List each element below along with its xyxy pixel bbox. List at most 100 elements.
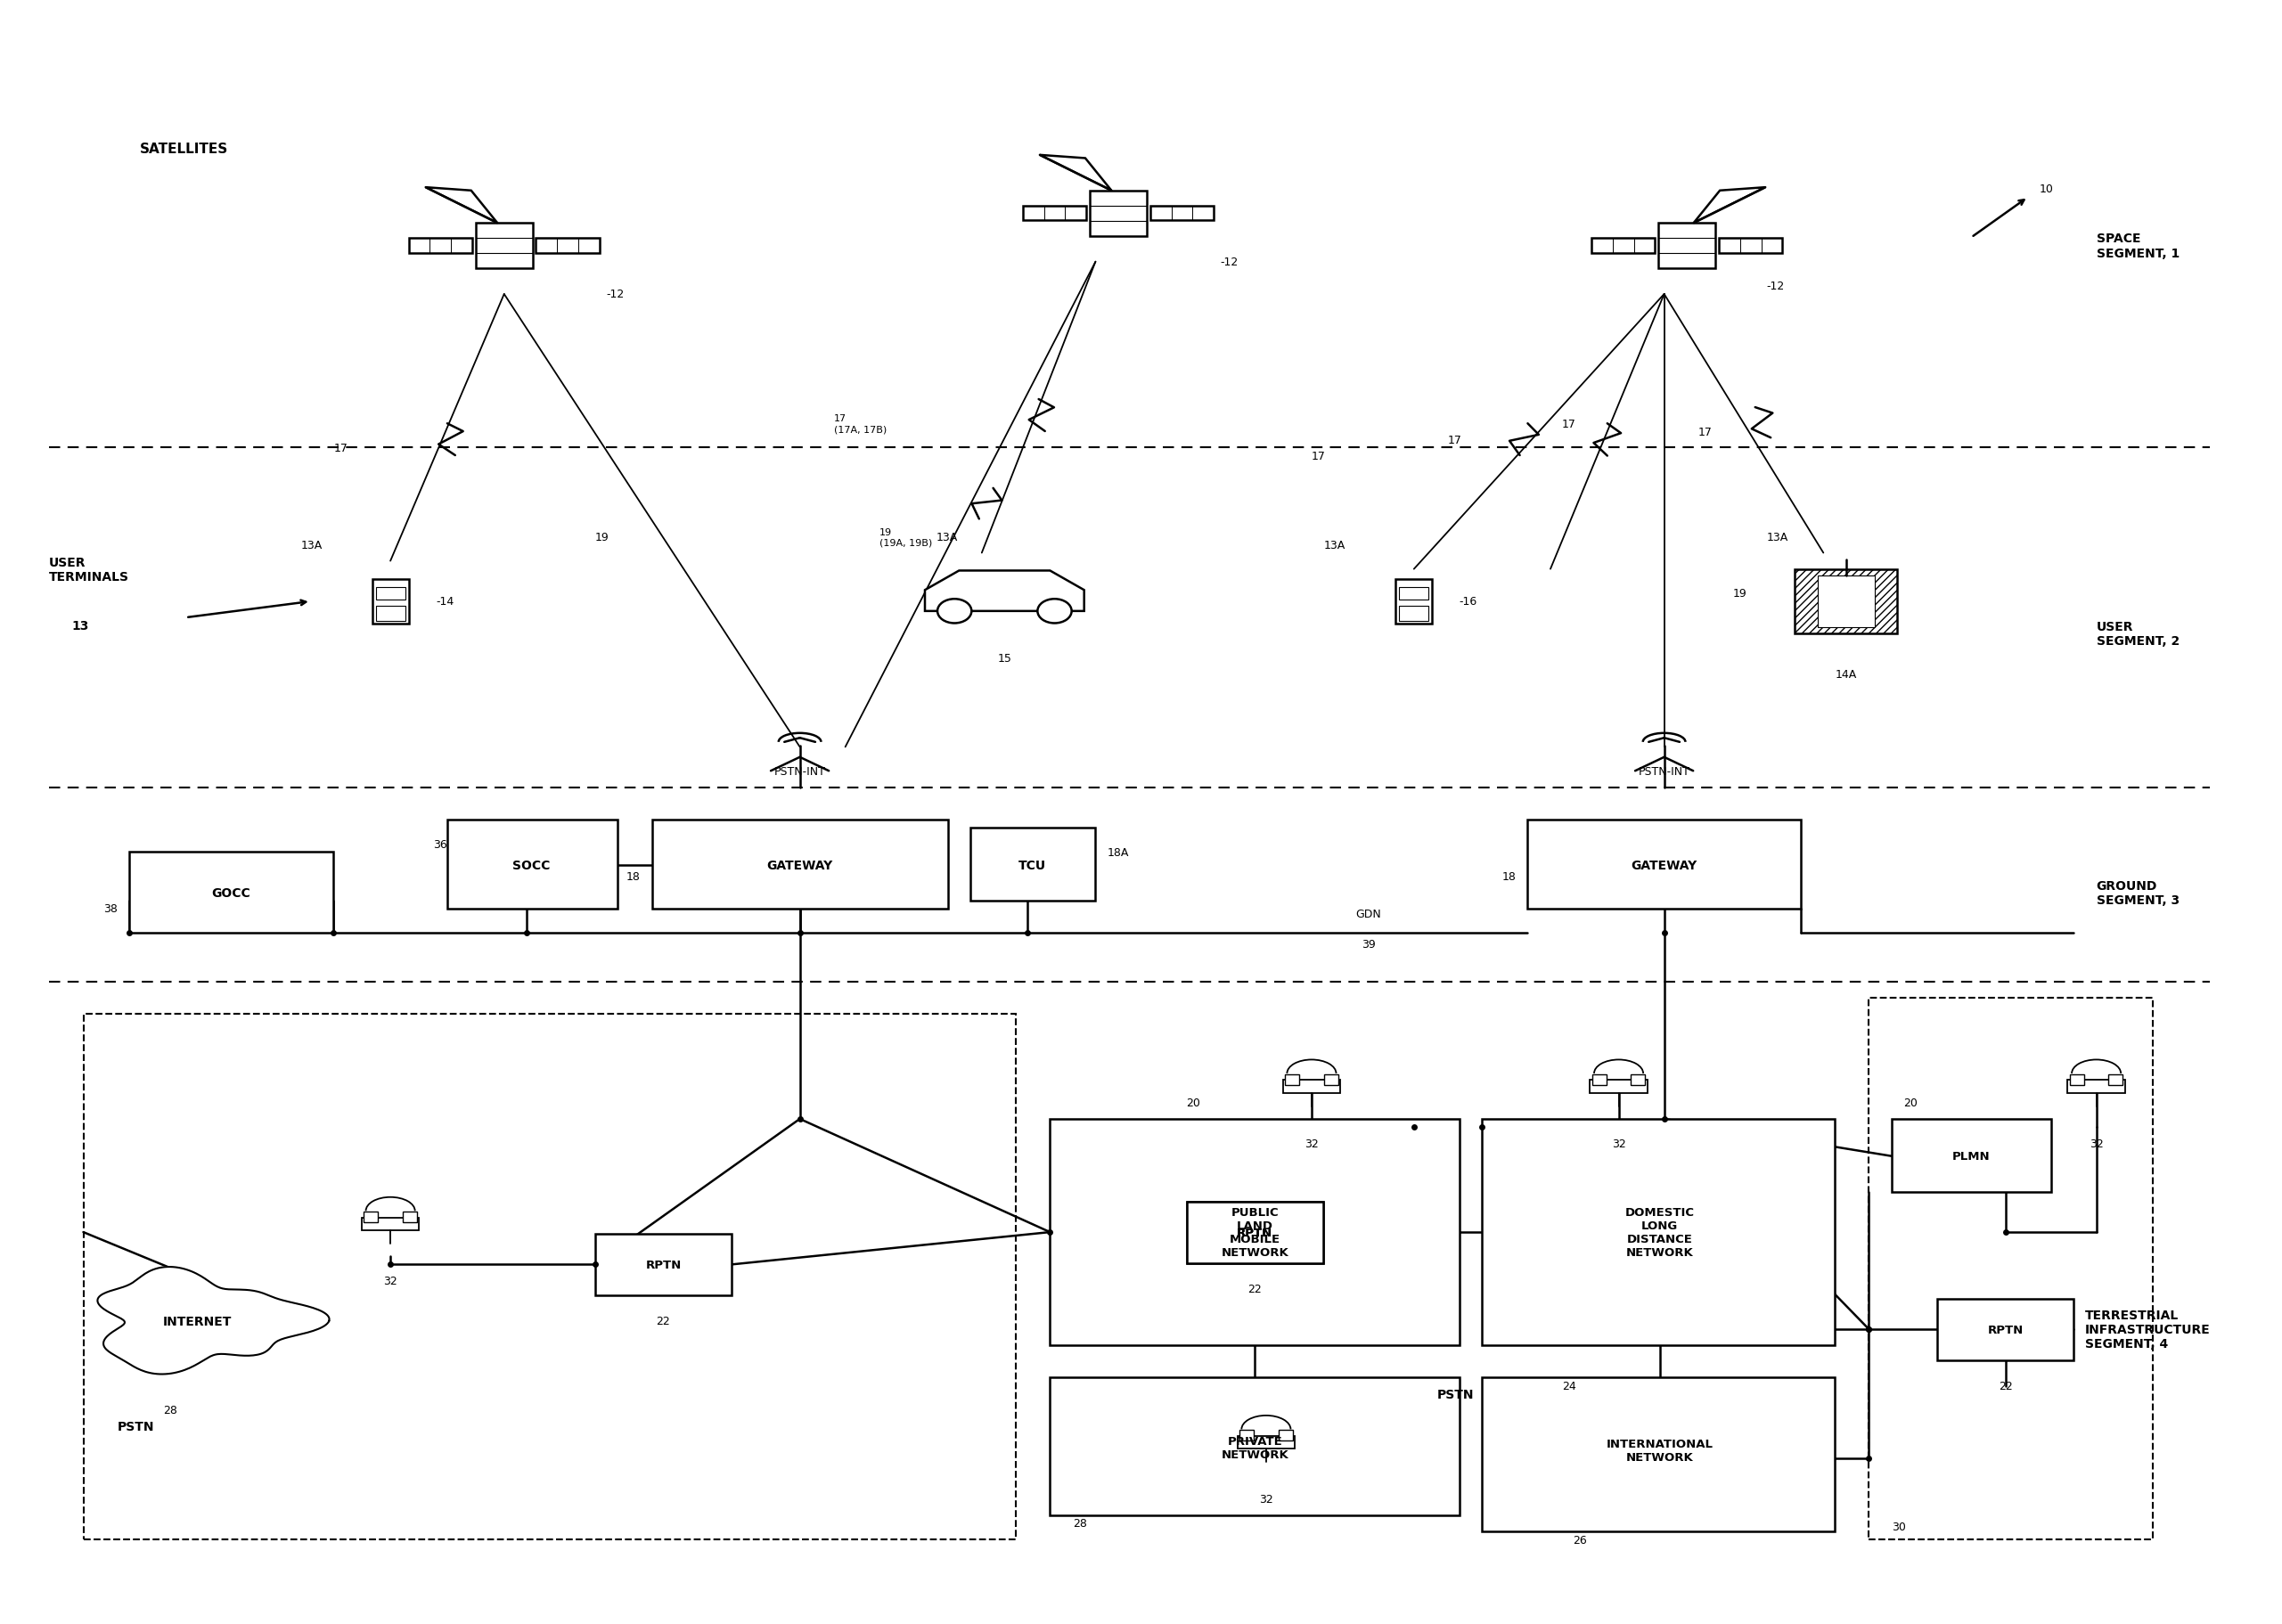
Text: 30: 30	[1892, 1520, 1905, 1533]
Bar	[1819, 577, 1874, 628]
Polygon shape	[98, 1267, 329, 1374]
Bar	[363, 1212, 379, 1223]
Text: PRIVATE
NETWORK: PRIVATE NETWORK	[1221, 1436, 1289, 1460]
Bar	[1796, 570, 1896, 635]
Text: PUBLIC
LAND
MOBILE
NETWORK: PUBLIC LAND MOBILE NETWORK	[1221, 1207, 1289, 1259]
Bar	[1632, 1075, 1645, 1085]
Bar	[1150, 206, 1214, 221]
Text: 13A: 13A	[301, 539, 322, 551]
Text: USER
TERMINALS: USER TERMINALS	[50, 555, 130, 583]
Text: 32: 32	[1305, 1137, 1319, 1150]
Text: PSTN-INT: PSTN-INT	[1638, 767, 1691, 778]
Bar	[1399, 607, 1429, 622]
Bar	[1278, 1431, 1292, 1440]
Text: INTERNATIONAL
NETWORK: INTERNATIONAL NETWORK	[1607, 1439, 1714, 1463]
Polygon shape	[1041, 156, 1111, 192]
Text: RPTN: RPTN	[1988, 1324, 2024, 1335]
Bar	[408, 239, 472, 253]
Bar	[1591, 1080, 1648, 1093]
Bar	[1285, 1075, 1298, 1085]
Bar	[1091, 192, 1146, 237]
Text: 28: 28	[1073, 1517, 1086, 1530]
Text: 32: 32	[1611, 1137, 1625, 1150]
Bar	[1397, 580, 1433, 625]
Bar	[1718, 239, 1782, 253]
Text: 20: 20	[1903, 1098, 1917, 1109]
Circle shape	[938, 599, 972, 624]
Bar	[1282, 1080, 1340, 1093]
Text: USER
SEGMENT, 2: USER SEGMENT, 2	[2097, 620, 2179, 648]
Text: 22: 22	[1248, 1283, 1262, 1294]
Text: 17: 17	[333, 442, 347, 455]
Bar	[1050, 1377, 1460, 1515]
Bar	[377, 607, 406, 622]
Bar	[128, 853, 333, 934]
Bar	[1659, 224, 1716, 270]
Text: INTERNET: INTERNET	[162, 1315, 230, 1327]
Text: RPTN: RPTN	[1237, 1226, 1273, 1237]
Text: 28: 28	[162, 1405, 178, 1416]
Bar	[2109, 1075, 2122, 1085]
Bar	[1187, 1202, 1324, 1263]
Bar	[1050, 1119, 1460, 1345]
Text: 15: 15	[997, 653, 1011, 664]
Polygon shape	[924, 572, 1084, 612]
Bar	[536, 239, 600, 253]
Text: 32: 32	[383, 1275, 397, 1286]
Text: 13A: 13A	[936, 531, 958, 542]
Text: 39: 39	[1362, 939, 1376, 950]
Text: PLMN: PLMN	[1951, 1150, 1990, 1163]
Text: -16: -16	[1460, 596, 1476, 607]
Text: 24: 24	[1561, 1380, 1577, 1392]
Text: RPTN: RPTN	[646, 1259, 682, 1270]
Text: TCU: TCU	[1018, 859, 1045, 872]
Bar	[447, 820, 618, 909]
Text: GDN: GDN	[1356, 908, 1381, 919]
Bar	[372, 580, 408, 625]
Text: SPACE
SEGMENT, 1: SPACE SEGMENT, 1	[2097, 232, 2179, 260]
Text: 19: 19	[596, 531, 609, 542]
Text: 22: 22	[657, 1315, 671, 1327]
Text: 17: 17	[1312, 450, 1326, 463]
Text: 19: 19	[1732, 588, 1746, 599]
Text: 18: 18	[1502, 870, 1515, 882]
Text: PSTN: PSTN	[1438, 1389, 1474, 1400]
Text: GATEWAY: GATEWAY	[767, 859, 833, 872]
Bar	[1892, 1119, 2052, 1192]
Bar	[653, 820, 947, 909]
Bar	[475, 224, 532, 270]
Bar	[1527, 820, 1800, 909]
Text: SOCC: SOCC	[513, 859, 550, 872]
Bar	[1187, 1202, 1324, 1263]
Bar	[1022, 206, 1086, 221]
Bar	[1399, 588, 1429, 601]
Bar	[1483, 1119, 1835, 1345]
Bar	[1324, 1075, 1337, 1085]
Text: GATEWAY: GATEWAY	[1632, 859, 1698, 872]
Text: GROUND
SEGMENT, 3: GROUND SEGMENT, 3	[2097, 879, 2179, 906]
Polygon shape	[1693, 188, 1766, 224]
Bar	[402, 1212, 418, 1223]
Text: DOMESTIC
LONG
DISTANCE
NETWORK: DOMESTIC LONG DISTANCE NETWORK	[1625, 1207, 1693, 1259]
Text: 22: 22	[1999, 1380, 2013, 1392]
Bar	[1869, 997, 2154, 1540]
Bar	[84, 1013, 1015, 1540]
Bar	[1239, 1431, 1253, 1440]
Bar	[1483, 1377, 1835, 1531]
Polygon shape	[427, 188, 497, 224]
Text: 36: 36	[434, 838, 447, 849]
Text: GOCC: GOCC	[212, 887, 251, 900]
Bar	[377, 588, 406, 601]
Text: 13A: 13A	[1766, 531, 1789, 542]
Text: 13: 13	[73, 620, 89, 632]
Text: 19
(19A, 19B): 19 (19A, 19B)	[879, 528, 933, 547]
Text: PSTN-INT: PSTN-INT	[774, 767, 826, 778]
Text: 18: 18	[628, 870, 641, 882]
Text: 38: 38	[103, 903, 116, 914]
Text: -12: -12	[1766, 281, 1785, 292]
Bar	[970, 828, 1095, 901]
Bar	[2070, 1075, 2083, 1085]
Text: 17: 17	[1561, 419, 1577, 430]
Bar	[1937, 1299, 2074, 1359]
Bar	[596, 1234, 733, 1296]
